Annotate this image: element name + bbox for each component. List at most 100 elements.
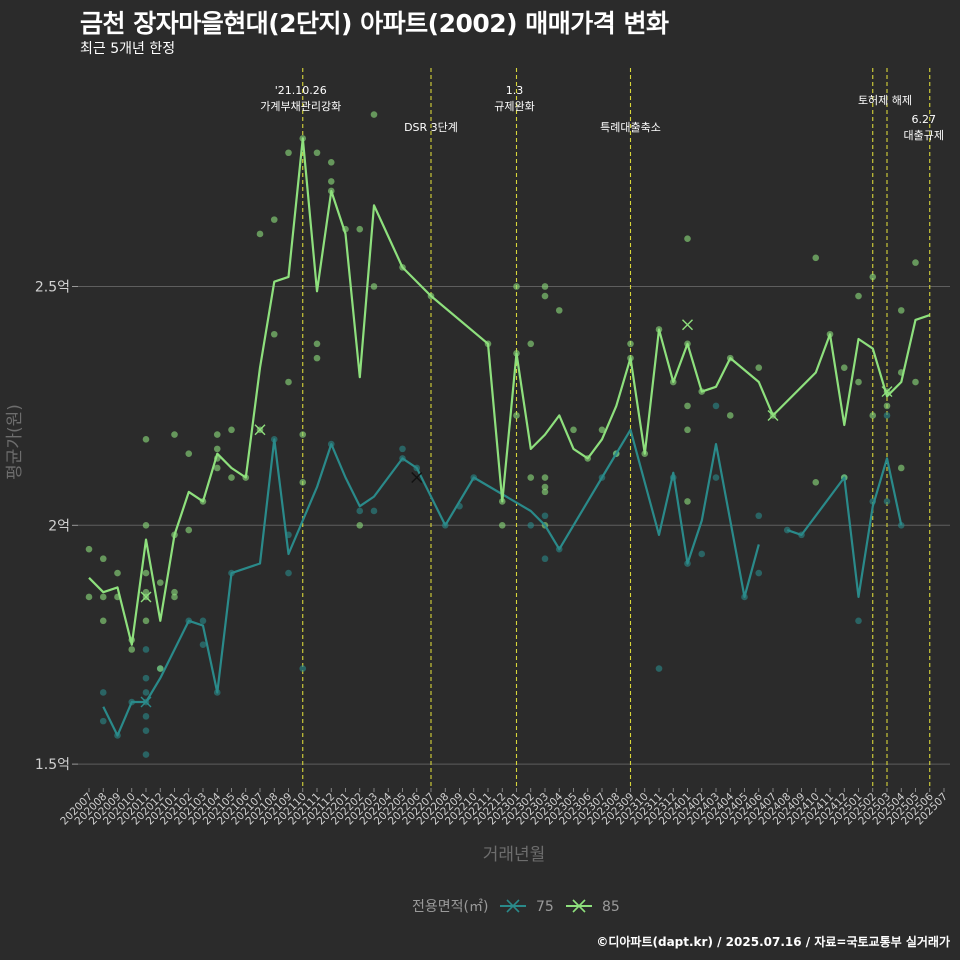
- data-point: [684, 426, 691, 434]
- data-point: [712, 474, 720, 481]
- data-point: [313, 354, 321, 362]
- data-point: [513, 412, 520, 419]
- series-75-line: [102, 428, 903, 737]
- cross-marker: [682, 319, 693, 331]
- data-point: [171, 593, 178, 601]
- data-point: [698, 550, 706, 558]
- event-label: '21.10.26: [275, 84, 327, 97]
- data-point: [897, 464, 905, 472]
- cross-marker: [411, 472, 423, 484]
- data-point: [213, 445, 221, 453]
- data-point: [199, 617, 207, 625]
- chart-title: 금천 장자마을현대(2단지) 아파트(2002) 매매가격 변화: [80, 9, 669, 38]
- data-point: [726, 412, 734, 419]
- data-point: [228, 426, 235, 434]
- data-point: [356, 507, 364, 515]
- event-label: 1.3: [506, 84, 524, 97]
- data-point: [755, 364, 763, 371]
- cross-marker: [254, 424, 266, 436]
- data-point: [555, 307, 563, 314]
- data-point: [370, 111, 378, 118]
- data-point: [883, 498, 891, 505]
- data-point: [684, 498, 691, 505]
- data-point: [213, 464, 221, 472]
- data-point: [99, 617, 107, 625]
- data-point: [270, 330, 278, 338]
- data-point: [855, 292, 862, 300]
- data-point: [883, 412, 891, 419]
- series-lines: [88, 137, 931, 737]
- data-point: [883, 402, 891, 410]
- y-axis-title: 평균가(원): [5, 404, 25, 480]
- data-point: [498, 522, 506, 529]
- data-point: [128, 646, 136, 653]
- data-point: [356, 225, 364, 233]
- data-point: [213, 431, 221, 438]
- data-point: [912, 378, 919, 386]
- event-label: 토허제 해제: [858, 93, 912, 107]
- data-point: [142, 522, 150, 529]
- data-point: [655, 665, 663, 672]
- data-point: [812, 254, 820, 262]
- data-point: [85, 593, 93, 601]
- data-point: [712, 402, 720, 410]
- data-point: [99, 593, 107, 601]
- data-point: [285, 149, 292, 157]
- data-point: [85, 545, 93, 553]
- data-point: [99, 555, 107, 563]
- data-point: [869, 412, 877, 419]
- data-point: [142, 569, 150, 577]
- y-tick-label: 2.5억: [35, 279, 70, 295]
- event-label: 가계부채관리강화: [260, 100, 341, 113]
- data-point: [171, 588, 178, 596]
- data-point: [812, 479, 820, 486]
- data-point: [527, 522, 535, 529]
- data-point: [285, 378, 292, 386]
- data-point: [541, 292, 549, 300]
- data-point: [199, 641, 207, 649]
- data-point: [299, 479, 307, 486]
- data-point: [142, 727, 150, 734]
- event-label: 특례대출축소: [600, 121, 661, 134]
- event-label: 대출규제: [904, 129, 944, 142]
- legend-key-cross: [506, 899, 520, 913]
- gridlines: [78, 285, 950, 765]
- legend-title: 전용면적(㎡): [412, 899, 488, 915]
- data-point: [527, 340, 535, 348]
- data-point: [897, 307, 905, 314]
- data-point: [684, 235, 691, 243]
- data-point: [285, 569, 292, 577]
- data-point: [855, 378, 862, 386]
- data-point: [541, 555, 549, 563]
- data-point: [541, 283, 549, 290]
- chart-subtitle: 최근 5개년 한정: [80, 41, 176, 57]
- cross-marker: [881, 386, 893, 398]
- data-point: [855, 617, 862, 625]
- data-point: [156, 579, 164, 586]
- y-tick-label: 1.5억: [35, 757, 70, 773]
- event-label: DSR 3단계: [404, 121, 458, 134]
- data-point: [142, 713, 150, 720]
- event-label: 규제완화: [494, 100, 534, 113]
- data-point: [327, 178, 335, 185]
- data-point: [114, 569, 121, 577]
- data-point: [627, 340, 634, 348]
- legend-label: 75: [536, 899, 554, 915]
- caption: ©디아파트(dapt.kr) / 2025.07.16 / 자료=국토교통부 실…: [596, 935, 950, 949]
- cross-marker: [140, 696, 152, 708]
- data-point: [684, 402, 691, 410]
- data-point: [755, 512, 763, 520]
- data-point: [356, 522, 364, 529]
- y-tick-label: 2억: [48, 518, 70, 534]
- legend-key-cross: [572, 899, 586, 913]
- data-point: [142, 617, 150, 625]
- data-point: [399, 445, 406, 453]
- data-point: [156, 665, 164, 672]
- data-point: [228, 474, 235, 481]
- data-point: [541, 483, 549, 491]
- data-point: [541, 488, 549, 496]
- data-point: [370, 283, 378, 290]
- data-point: [299, 431, 307, 438]
- x-axis-title: 거래년월: [483, 845, 546, 865]
